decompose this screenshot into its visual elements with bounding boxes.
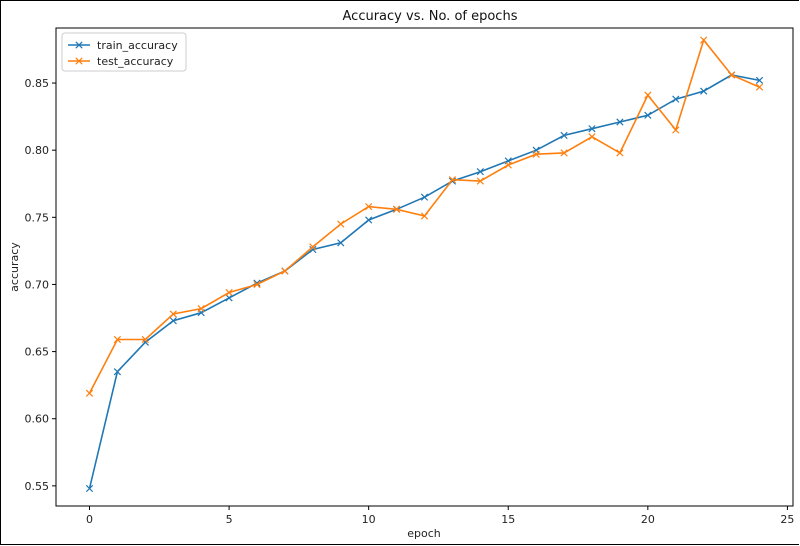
data-point [85, 389, 94, 397]
legend-label: test_accuracy [97, 55, 174, 68]
data-point [588, 125, 596, 133]
legend-label: train_accuracy [97, 39, 178, 52]
data-point [309, 245, 317, 254]
y-tick-label: 0.80 [25, 144, 50, 157]
data-point [225, 288, 233, 297]
data-point [616, 118, 624, 126]
data-point [476, 177, 484, 185]
y-tick-label: 0.85 [25, 77, 50, 90]
y-tick-label: 0.75 [25, 211, 50, 224]
data-point [672, 126, 680, 134]
series-test-accuracy [85, 36, 764, 397]
data-point [420, 212, 429, 220]
chart-title: Accuracy vs. No. of epochs [343, 9, 518, 24]
data-point [504, 161, 512, 169]
data-point [755, 76, 764, 84]
x-tick-label: 20 [641, 513, 655, 526]
y-tick-label: 0.65 [25, 346, 50, 359]
x-tick-label: 10 [362, 513, 376, 526]
legend: train_accuracy test_accuracy [61, 32, 187, 72]
y-axis-label: accuracy [8, 242, 21, 292]
y-tick-label: 0.70 [25, 278, 50, 291]
legend-marker [75, 57, 83, 65]
data-point [616, 149, 624, 157]
data-point [700, 87, 708, 95]
data-point [85, 484, 94, 493]
legend-item: train_accuracy [68, 39, 178, 52]
data-point [532, 150, 540, 158]
x-axis-label: epoch [407, 527, 441, 540]
series-layer [85, 36, 764, 493]
data-point [253, 280, 261, 289]
y-tick-label: 0.60 [25, 413, 50, 426]
data-point [476, 168, 484, 176]
legend-box [61, 32, 187, 72]
data-point [588, 133, 596, 141]
series-line [88, 74, 760, 489]
data-point [365, 216, 373, 224]
x-tick-label: 5 [226, 513, 233, 526]
data-point [700, 36, 708, 44]
data-point [755, 83, 764, 91]
x-tick-label: 25 [780, 513, 794, 526]
data-point [225, 294, 233, 302]
x-tick-label: 15 [501, 513, 515, 526]
legend-item: test_accuracy [68, 55, 174, 68]
data-point [365, 202, 373, 211]
data-point [560, 149, 568, 157]
data-point [113, 335, 122, 344]
series-train-accuracy [85, 71, 764, 493]
legend-marker [75, 41, 83, 49]
data-point [169, 310, 177, 318]
data-point [309, 243, 317, 251]
y-tick-label: 0.55 [25, 480, 50, 493]
data-point [141, 335, 149, 344]
data-point [113, 368, 122, 376]
plot-area [55, 27, 794, 507]
x-tick-label: 0 [86, 513, 93, 526]
data-point [197, 304, 205, 313]
data-point [672, 95, 680, 103]
data-point [644, 91, 652, 99]
data-point [644, 111, 652, 119]
data-point [337, 239, 345, 247]
data-point [169, 317, 177, 325]
data-point [560, 131, 568, 140]
data-point [337, 220, 345, 228]
x-axis: 0 5 10 15 20 25 [86, 506, 794, 526]
y-axis: 0.55 0.60 0.65 0.70 0.75 0.80 0.85 [25, 77, 56, 493]
data-point [727, 71, 736, 79]
data-point [281, 267, 289, 275]
data-point [392, 205, 401, 213]
data-point [420, 193, 429, 201]
data-point [448, 176, 457, 184]
